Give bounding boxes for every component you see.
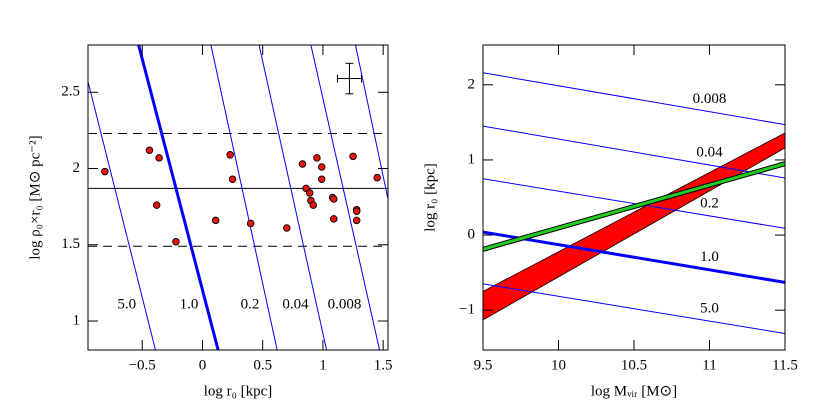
point (313, 154, 321, 162)
y-tick-label: 2.5 (61, 84, 80, 100)
line (210, 45, 278, 350)
line (483, 283, 785, 334)
point (309, 201, 318, 209)
point (211, 216, 220, 225)
line (258, 45, 328, 350)
line-label: 0.2 (241, 296, 260, 312)
x-tick-label: 11.5 (772, 357, 798, 373)
y-tick-label: 0 (468, 226, 476, 242)
line-label: 5.0 (117, 296, 136, 312)
point (101, 167, 109, 176)
line (137, 45, 220, 350)
line-label: 1.0 (180, 296, 199, 312)
plot-area (483, 72, 785, 334)
line-label: 0.008 (693, 91, 727, 107)
line-label: 0.2 (700, 195, 719, 211)
y-axis-label: log ρ₀×r₀ [M⊙ pc⁻²] (27, 135, 43, 259)
line (483, 178, 785, 229)
line-label: 5.0 (700, 301, 719, 317)
line-label: 0.04 (696, 144, 723, 160)
x-tick-label: 1.5 (374, 357, 393, 373)
x-tick-label: 11 (702, 357, 716, 373)
line (354, 45, 388, 200)
x-axis-label: log Mᵥᵢᵣ [M⊙] (591, 383, 677, 399)
point (298, 160, 307, 168)
point (246, 219, 255, 228)
point (172, 237, 180, 246)
x-tick-label: 0.5 (253, 357, 272, 373)
y-tick-label: −1 (459, 302, 475, 318)
axes-frame (87, 44, 389, 351)
line (483, 125, 785, 179)
y-tick-label: 1 (73, 312, 81, 328)
line (483, 230, 785, 284)
point (330, 195, 338, 203)
point (349, 152, 357, 161)
point (352, 207, 361, 215)
plot-area (88, 45, 388, 350)
y-tick-label: 2 (468, 76, 476, 92)
point (152, 201, 161, 209)
point (226, 151, 234, 159)
point (373, 173, 381, 182)
line (310, 45, 381, 350)
point (352, 216, 361, 225)
y-tick-label: 1.5 (61, 236, 80, 252)
axes-frame (482, 44, 786, 351)
point (305, 189, 314, 197)
x-tick-label: 0 (199, 357, 207, 373)
point (283, 224, 291, 232)
y-tick-label: 1 (468, 151, 476, 167)
point (317, 163, 326, 171)
x-tick-label: 9.5 (474, 357, 493, 373)
line (88, 81, 156, 350)
line-label: 0.008 (328, 296, 362, 312)
point (330, 215, 338, 223)
band (483, 132, 785, 321)
line (483, 162, 785, 251)
x-tick-label: −0.5 (129, 357, 156, 373)
point (228, 175, 237, 183)
point (145, 146, 154, 154)
x-tick-label: 1 (319, 357, 327, 373)
x-tick-label: 10.5 (621, 357, 647, 373)
x-tick-label: 10 (551, 357, 566, 373)
line-label: 0.04 (282, 296, 309, 312)
x-axis-label: log r₀ [kpc] (204, 383, 273, 399)
y-axis-label: log r₀ [kpc] (422, 163, 438, 232)
y-tick-label: 2 (73, 160, 81, 176)
point (155, 154, 163, 162)
line (483, 72, 785, 126)
line-label: 1.0 (700, 249, 719, 265)
point (317, 175, 326, 183)
